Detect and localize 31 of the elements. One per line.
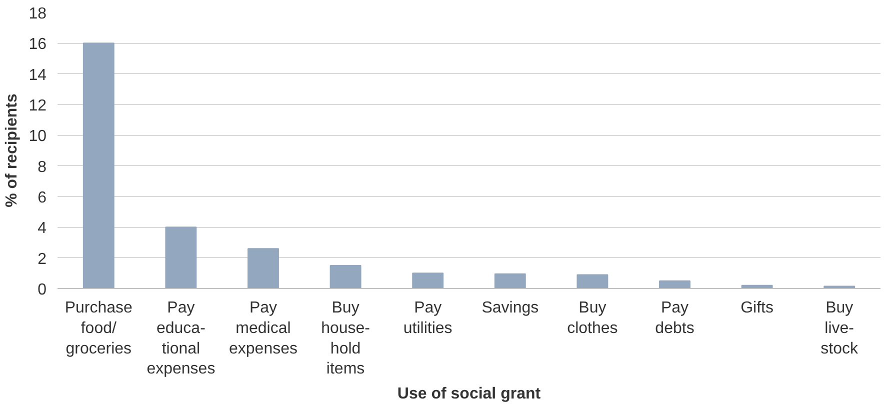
- y-tick-label: 10: [28, 128, 47, 146]
- x-tick-label: Buy house- hold items: [321, 300, 370, 378]
- x-tick-label: Gifts: [740, 300, 774, 316]
- bar: [494, 273, 526, 288]
- x-tick-label: Pay medical expenses: [229, 300, 298, 358]
- y-axis-title: % of recipients: [4, 93, 21, 208]
- bar: [82, 42, 114, 288]
- bar: [330, 265, 362, 288]
- bar: [824, 286, 856, 288]
- y-tick-label: 14: [28, 66, 47, 84]
- y-tick-label: 8: [38, 158, 47, 176]
- bar: [659, 280, 690, 288]
- bar: [576, 274, 608, 288]
- x-tick-label: Buy live- stock: [820, 300, 860, 358]
- y-tick-label: 2: [38, 250, 47, 268]
- x-tick-label: Pay debts: [655, 300, 694, 337]
- y-tick-label: 18: [28, 6, 47, 22]
- x-tick-label: Pay utilities: [403, 300, 452, 337]
- y-tick-label: 4: [38, 220, 47, 238]
- x-tick-label: Buy clothes: [567, 300, 618, 337]
- y-tick-label: 0: [38, 282, 47, 298]
- x-axis-title: Use of social grant: [397, 386, 542, 403]
- x-tick-label: Purchase food/ groceries: [64, 300, 133, 358]
- bar: [412, 272, 444, 288]
- y-tick-label: 16: [28, 36, 47, 54]
- x-tick-label: Pay educa- tional expenses: [146, 300, 216, 378]
- y-tick-label: 12: [28, 98, 47, 114]
- y-tick-label: 6: [38, 190, 47, 206]
- bar: [248, 248, 279, 288]
- bar: [165, 226, 197, 288]
- x-tick-label: Savings: [482, 300, 539, 316]
